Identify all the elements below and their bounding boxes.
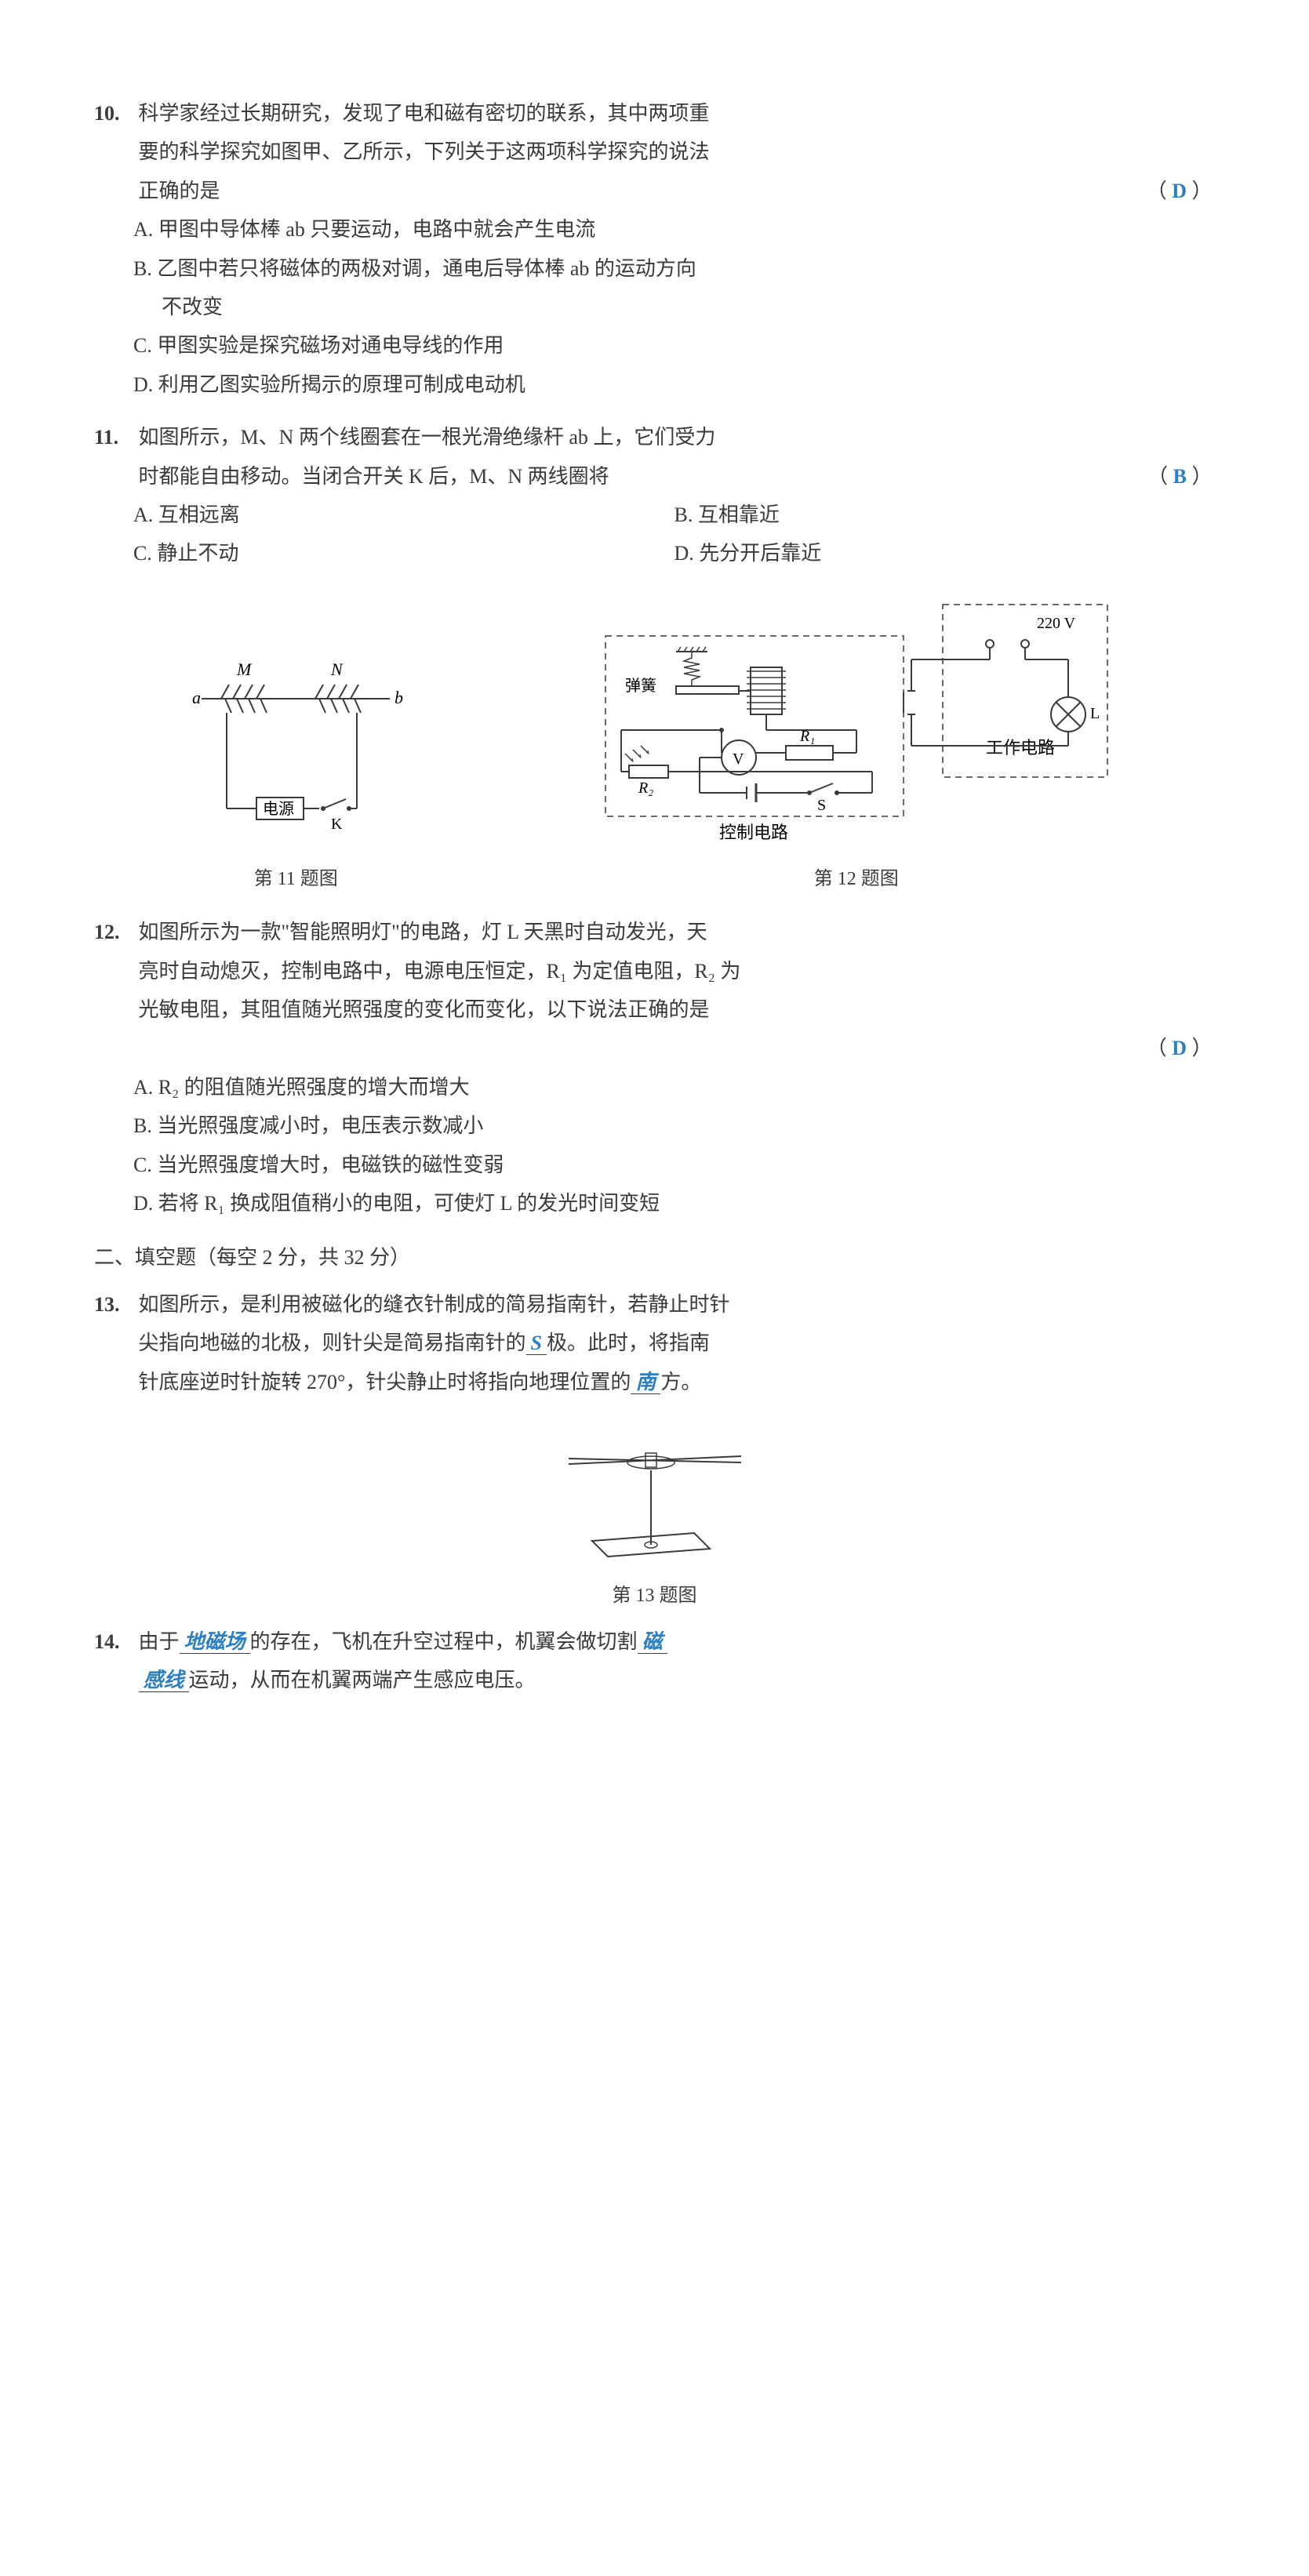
q14-number: 14.: [94, 1622, 133, 1661]
fig12-caption: 第 12 题图: [814, 862, 899, 898]
q13-blank2: 南: [631, 1371, 660, 1394]
q13-stem2a: 尖指向地磁的北极，则针尖是简易指南针的: [139, 1332, 526, 1354]
q10-answer: D: [1172, 180, 1187, 202]
fig12-label-L: L: [1090, 705, 1100, 722]
fig12-label-V: V: [733, 750, 744, 768]
q12-answer-paren: （ D ）: [1147, 1029, 1213, 1067]
q13-stem2b: 极。此时，将指南: [547, 1332, 710, 1354]
q12-optD: D. 若将 R₁ 换成阻值稍小的电阻，可使灯 L 的发光时间变短: [133, 1184, 1215, 1223]
q13-stem3a: 针底座逆时针旋转 270°，针尖静止时将指向地理位置的: [139, 1371, 631, 1393]
q10-options: A. 甲图中导体棒 ab 只要运动，电路中就会产生电流 B. 乙图中若只将磁体的…: [94, 210, 1215, 404]
fig12-label-work: 工作电路: [986, 738, 1055, 758]
q11-row2: C. 静止不动 D. 先分开后靠近: [133, 534, 1215, 572]
question-10: 10. 科学家经过长期研究，发现了电和磁有密切的联系，其中两项重 要的科学探究如…: [94, 94, 1215, 404]
q10-optB-l2: 不改变: [133, 296, 223, 318]
q12-body: 如图所示为一款"智能照明灯"的电路，灯 L 天黑时自动发光，天 亮时自动熄灭，控…: [139, 913, 1213, 1068]
q11-optC: C. 静止不动: [133, 534, 674, 572]
q10-stem3: 正确的是: [139, 180, 220, 202]
q11-options: A. 互相远离 B. 互相靠近 C. 静止不动 D. 先分开后靠近: [94, 496, 1215, 573]
q13-blank1: S: [526, 1332, 547, 1355]
q14-stem-a: 由于: [139, 1630, 180, 1653]
fig11-label-source: 电源: [263, 800, 294, 818]
q10-answer-paren: （ D ）: [1147, 172, 1213, 210]
q11-stem1-text: 如图所示，M、N 两个线圈套在一根光滑绝缘杆 ab 上，它们受力: [139, 426, 716, 449]
q10-optA: A. 甲图中导体棒 ab 只要运动，电路中就会产生电流: [133, 210, 1215, 249]
q10-optB-l1: B. 乙图中若只将磁体的两极对调，通电后导体棒 ab 的运动方向: [133, 257, 696, 280]
q11-number: 11.: [94, 418, 133, 456]
q10-number: 10.: [94, 94, 133, 133]
q13-stem1: 如图所示，是利用被磁化的缝衣针制成的简易指南针，若静止时针: [139, 1293, 730, 1316]
fig11-label-K: K: [331, 816, 343, 833]
figure-11-svg: a b M N 电源: [178, 652, 413, 856]
q10-optD: D. 利用乙图实验所揭示的原理可制成电动机: [133, 365, 1215, 404]
q14-stem-c: 运动，从而在机翼两端产生感应电压。: [189, 1669, 536, 1691]
figure-12: 控制电路 工作电路 220 V L: [582, 589, 1131, 898]
fig11-label-M: M: [236, 659, 253, 679]
fig13-caption: 第 13 题图: [613, 1579, 697, 1615]
q10-optC: C. 甲图实验是探究磁场对通电导线的作用: [133, 326, 1215, 365]
fig12-label-R2: R₂: [638, 779, 653, 797]
q12-optC: C. 当光照强度增大时，电磁铁的磁性变弱: [133, 1146, 1215, 1184]
q11-optA: A. 互相远离: [133, 496, 674, 534]
q10-optB: B. 乙图中若只将磁体的两极对调，通电后导体棒 ab 的运动方向 不改变: [133, 249, 1215, 327]
q14-blank2b: 感线: [139, 1669, 189, 1692]
q11-answer-paren: （ B ）: [1147, 457, 1212, 496]
q13-number: 13.: [94, 1285, 133, 1324]
fig12-label-control: 控制电路: [719, 823, 788, 842]
q11-stem1: 如图所示，M、N 两个线圈套在一根光滑绝缘杆 ab 上，它们受力: [139, 426, 716, 449]
fig11-label-N: N: [330, 659, 344, 679]
q10-optA-text: A. 甲图中导体棒 ab 只要运动，电路中就会产生电流: [133, 218, 595, 241]
q12-number: 12.: [94, 913, 133, 951]
q12-options: A. R₂ 的阻值随光照强度的增大而增大 B. 当光照强度减小时，电压表示数减小…: [94, 1068, 1215, 1223]
q12-stem3: 光敏电阻，其阻值随光照强度的变化而变化，以下说法正确的是: [139, 998, 710, 1021]
figure-13-svg: [537, 1415, 773, 1572]
q10-stem2: 要的科学探究如图甲、乙所示，下列关于这两项科学探究的说法: [139, 140, 710, 163]
fig11-caption: 第 11 题图: [254, 862, 338, 898]
q13-body: 如图所示，是利用被磁化的缝衣针制成的简易指南针，若静止时针 尖指向地磁的北极，则…: [139, 1285, 1213, 1401]
q12-stem1: 如图所示为一款"智能照明灯"的电路，灯 L 天黑时自动发光，天: [139, 921, 707, 943]
q10-body: 科学家经过长期研究，发现了电和磁有密切的联系，其中两项重 要的科学探究如图甲、乙…: [139, 94, 1213, 210]
question-12: 12. 如图所示为一款"智能照明灯"的电路，灯 L 天黑时自动发光，天 亮时自动…: [94, 913, 1215, 1223]
q11-row1: A. 互相远离 B. 互相靠近: [133, 496, 1215, 534]
fig11-label-b: b: [395, 688, 403, 707]
q12-optB: B. 当光照强度减小时，电压表示数减小: [133, 1106, 1215, 1145]
figure-11: a b M N 电源: [178, 652, 413, 898]
q14-stem-b: 的存在，飞机在升空过程中，机翼会做切割: [250, 1630, 638, 1653]
q12-answer: D: [1172, 1037, 1187, 1059]
fig11-label-a: a: [192, 688, 201, 707]
q11-body: 如图所示，M、N 两个线圈套在一根光滑绝缘杆 ab 上，它们受力 时都能自由移动…: [139, 418, 1213, 496]
figure-13: 第 13 题图: [94, 1415, 1215, 1615]
fig12-label-S: S: [817, 797, 826, 814]
q14-blank2: 磁: [638, 1630, 667, 1654]
question-11: 11. 如图所示，M、N 两个线圈套在一根光滑绝缘杆 ab 上，它们受力 时都能…: [94, 418, 1215, 573]
q14-blank1: 地磁场: [180, 1630, 250, 1654]
q10-stem1: 科学家经过长期研究，发现了电和磁有密切的联系，其中两项重: [139, 102, 710, 125]
fig12-label-220V: 220 V: [1037, 615, 1076, 632]
q12-stem2: 亮时自动熄灭，控制电路中，电源电压恒定，R₁ 为定值电阻，R₂ 为: [139, 960, 741, 983]
q13-stem3b: 方。: [660, 1371, 701, 1393]
question-13: 13. 如图所示，是利用被磁化的缝衣针制成的简易指南针，若静止时针 尖指向地磁的…: [94, 1285, 1215, 1401]
q11-optB: B. 互相靠近: [674, 496, 1216, 534]
q14-body: 由于地磁场的存在，飞机在升空过程中，机翼会做切割磁 感线运动，从而在机翼两端产生…: [139, 1622, 1213, 1700]
q12-optA: A. R₂ 的阻值随光照强度的增大而增大: [133, 1068, 1215, 1106]
section-2-header: 二、填空题（每空 2 分，共 32 分）: [94, 1238, 1215, 1277]
q11-stem2: 时都能自由移动。当闭合开关 K 后，M、N 两线圈将: [139, 465, 609, 488]
question-14: 14. 由于地磁场的存在，飞机在升空过程中，机翼会做切割磁 感线运动，从而在机翼…: [94, 1622, 1215, 1700]
figure-12-svg: 控制电路 工作电路 220 V L: [582, 589, 1131, 856]
q11-optD: D. 先分开后靠近: [674, 534, 1216, 572]
fig12-label-spring: 弹簧: [625, 677, 656, 695]
q11-answer: B: [1173, 465, 1187, 488]
figures-11-12: a b M N 电源: [94, 589, 1215, 898]
